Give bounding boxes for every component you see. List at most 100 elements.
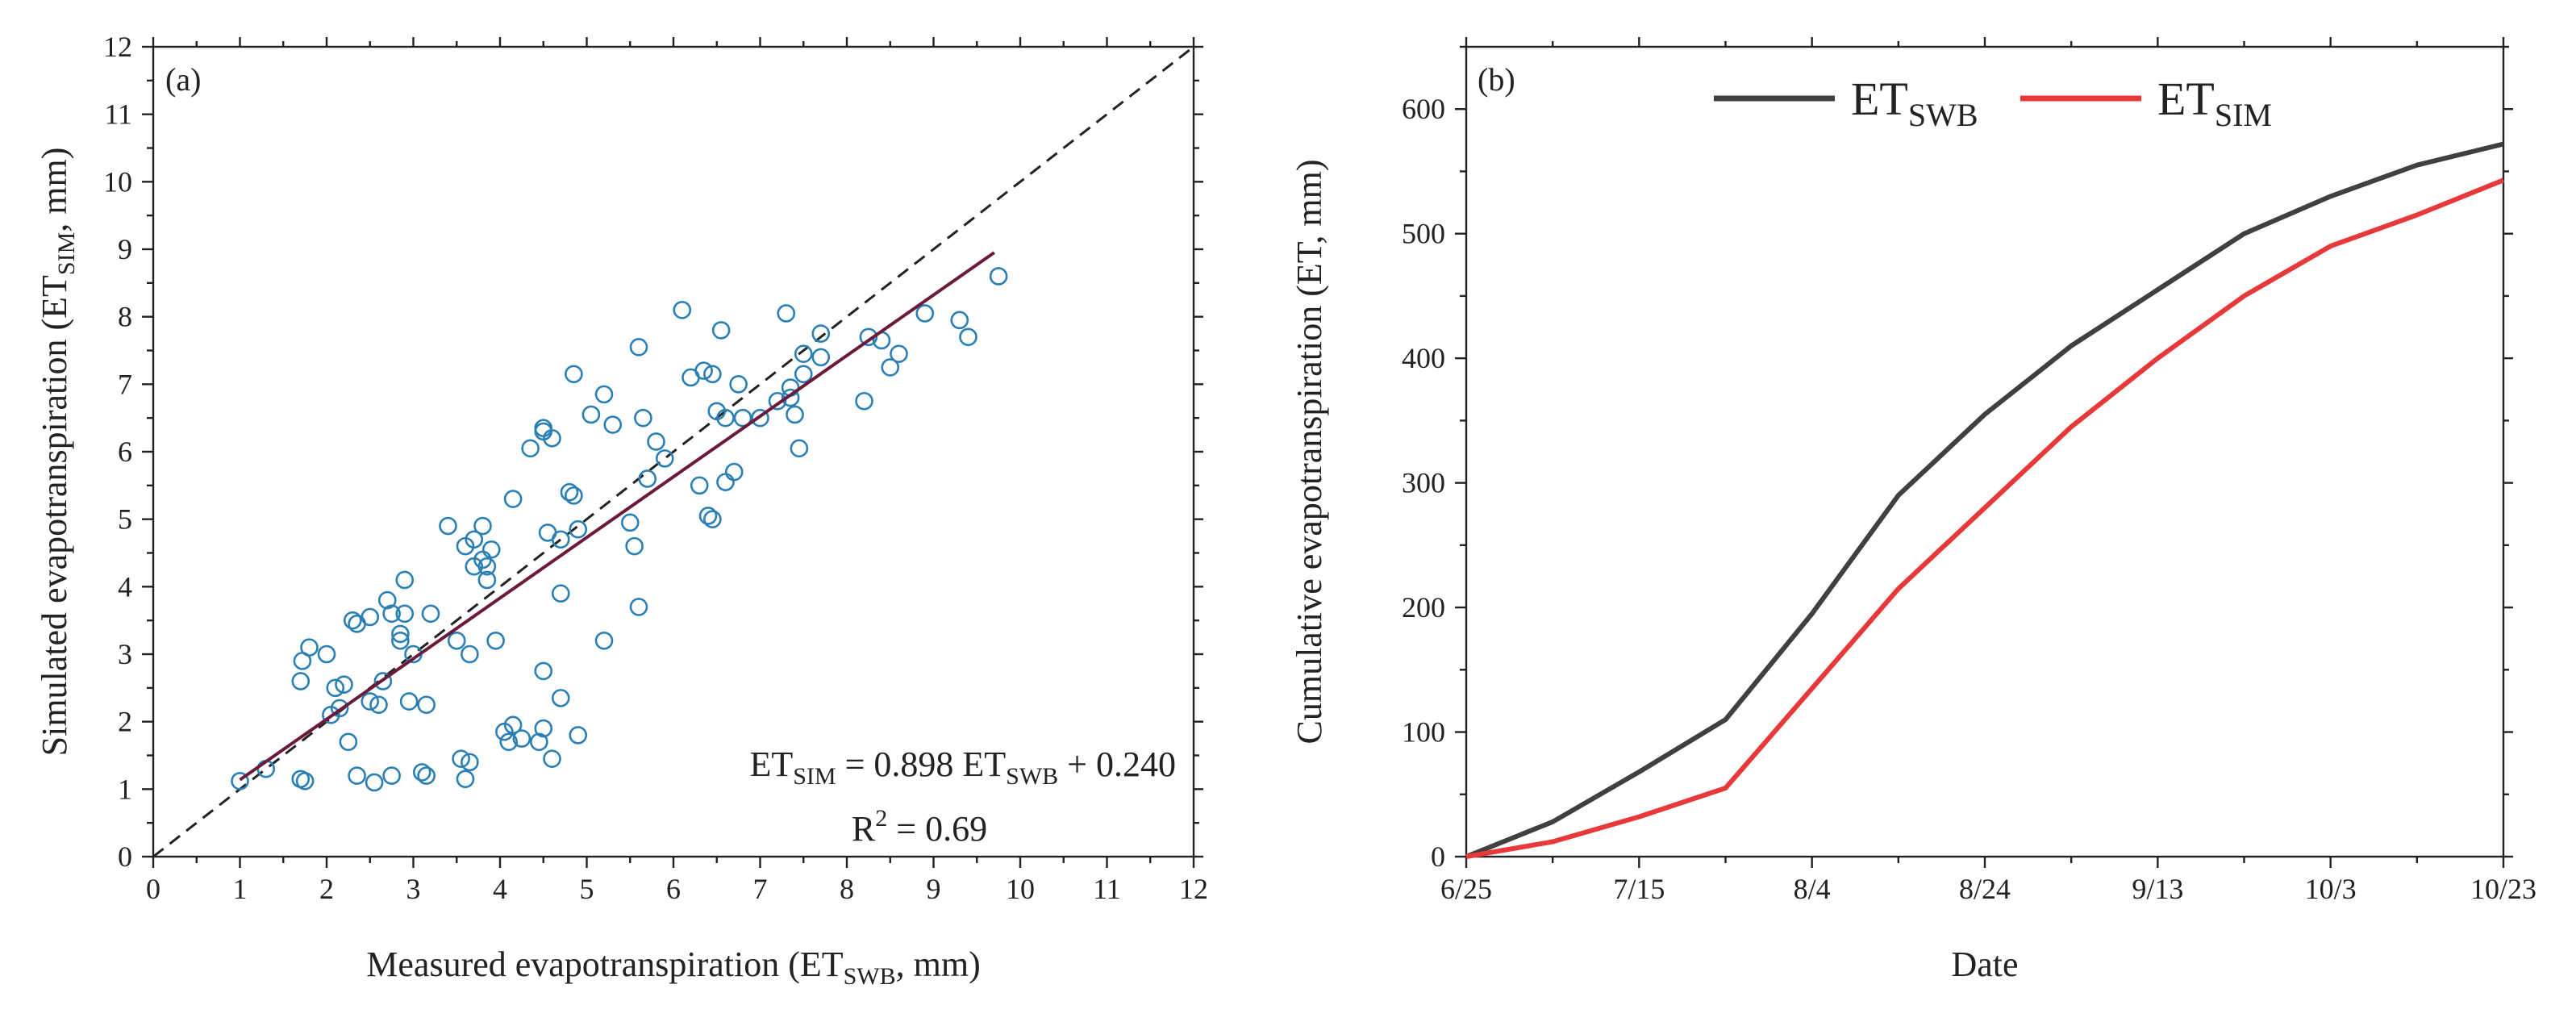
scatter-point bbox=[811, 324, 831, 343]
scatter-point bbox=[439, 516, 457, 536]
x-tick-label-a-11: 11 bbox=[1093, 873, 1121, 905]
y-tick-label-a-9: 9 bbox=[118, 233, 132, 265]
r2-part-1: R bbox=[852, 809, 876, 849]
y-tick-label-a-11: 11 bbox=[104, 98, 132, 131]
scatter-point bbox=[534, 661, 553, 681]
scatter-point bbox=[421, 604, 440, 624]
x-tick-label-b-5: 10/3 bbox=[2305, 873, 2357, 905]
line-ticks bbox=[1455, 37, 2513, 868]
scatter-point bbox=[521, 439, 540, 458]
scatter-point bbox=[716, 473, 735, 491]
y-tick-label-a-5: 5 bbox=[118, 503, 132, 536]
y-tick-label-a-3: 3 bbox=[118, 638, 132, 670]
panel-label-a: (a) bbox=[165, 61, 201, 98]
x-tick-label-a-10: 10 bbox=[1006, 873, 1035, 905]
scatter-point bbox=[629, 598, 648, 616]
y-tick-label-a-6: 6 bbox=[118, 436, 132, 468]
scatter-point bbox=[673, 300, 692, 319]
scatter-point bbox=[361, 692, 380, 711]
scatter-point bbox=[625, 536, 644, 556]
x-tick-label-a-9: 9 bbox=[927, 873, 941, 905]
y-axis-title-b: Cumulative evapotranspiration (ET, mm) bbox=[1290, 160, 1329, 745]
scatter-point bbox=[343, 611, 362, 630]
scatter-point bbox=[603, 415, 623, 434]
scatter-point bbox=[477, 570, 497, 590]
scatter-point bbox=[698, 507, 718, 525]
scatter-point bbox=[365, 773, 384, 792]
regression-line bbox=[239, 251, 995, 782]
y-title-a-end: , mm) bbox=[35, 148, 74, 232]
scatter-point bbox=[461, 753, 479, 772]
scatter-point bbox=[638, 469, 657, 488]
scatter-point bbox=[295, 771, 315, 790]
series-line-et-swb bbox=[1465, 141, 2504, 859]
x-tick-label-a-4: 4 bbox=[493, 873, 507, 905]
scatter-point bbox=[794, 344, 813, 363]
scatter-point bbox=[729, 375, 748, 394]
scatter-point bbox=[594, 631, 614, 650]
scatter-point bbox=[503, 715, 523, 735]
scatter-point bbox=[473, 516, 492, 536]
r2-part-2: = 0.69 bbox=[887, 809, 987, 849]
scatter-point bbox=[452, 749, 470, 768]
scatter-point bbox=[391, 631, 410, 650]
scatter-point bbox=[915, 304, 935, 323]
x-axis-title-a: Measured evapotranspiration (ETSWB, mm) bbox=[366, 945, 980, 990]
scatter-point bbox=[300, 638, 319, 657]
scatter-point bbox=[348, 766, 366, 785]
x-tick-label-b-1: 7/15 bbox=[1613, 873, 1665, 905]
scatter-point bbox=[551, 689, 570, 707]
scatter-point bbox=[959, 327, 977, 347]
scatter-point bbox=[399, 692, 419, 711]
scatter-point bbox=[447, 631, 466, 650]
scatter-point bbox=[634, 408, 652, 428]
scatter-point bbox=[581, 405, 601, 424]
scatter-point bbox=[711, 321, 731, 340]
scatter-point bbox=[512, 729, 531, 748]
scatter-point bbox=[560, 482, 579, 502]
x-tick-label-a-1: 1 bbox=[233, 873, 248, 905]
r2-superscript: 2 bbox=[875, 805, 887, 832]
scatter-point bbox=[231, 771, 249, 790]
y-tick-label-a-12: 12 bbox=[103, 31, 132, 63]
x-tick-label-a-6: 6 bbox=[666, 873, 681, 905]
r-squared-label: R2 = 0.69 bbox=[852, 805, 987, 849]
scatter-point bbox=[391, 624, 410, 644]
scatter-points bbox=[231, 267, 1008, 792]
legend-label-sim-sub: SIM bbox=[2215, 97, 2272, 133]
scatter-point bbox=[569, 726, 588, 745]
scatter-point bbox=[655, 449, 674, 468]
x-tick-label-b-2: 8/4 bbox=[1794, 873, 1831, 905]
legend: ETSWB ETSIM bbox=[1714, 73, 2272, 133]
scatter-point bbox=[716, 408, 735, 428]
y-title-a-sub: SIM bbox=[53, 232, 80, 275]
scatter-point bbox=[594, 385, 614, 404]
x-tick-label-a-8: 8 bbox=[840, 873, 854, 905]
scatter-point bbox=[694, 361, 713, 380]
scatter-point bbox=[733, 408, 752, 428]
scatter-point bbox=[620, 513, 640, 532]
scatter-point bbox=[486, 631, 505, 650]
x-tick-label-b-3: 8/24 bbox=[1959, 873, 2011, 905]
scatter-point bbox=[543, 749, 561, 768]
scatter-point bbox=[335, 675, 353, 694]
y-tick-label-b-1: 100 bbox=[1402, 716, 1445, 749]
scatter-point bbox=[465, 530, 484, 549]
scatter-point bbox=[339, 732, 358, 752]
scatter-point bbox=[751, 408, 769, 428]
scatter-point bbox=[382, 766, 401, 785]
scatter-point bbox=[503, 490, 523, 508]
y-tick-label-b-5: 500 bbox=[1402, 218, 1445, 250]
x-tick-label-a-5: 5 bbox=[580, 873, 594, 905]
scatter-point bbox=[412, 763, 431, 782]
scatter-point bbox=[382, 604, 401, 624]
scatter-point bbox=[395, 604, 415, 624]
x-tick-label-a-0: 0 bbox=[146, 873, 160, 905]
scatter-point bbox=[881, 358, 900, 377]
x-tick-label-a-2: 2 bbox=[319, 873, 334, 905]
scatter-point bbox=[477, 557, 497, 576]
x-tick-label-b-4: 9/13 bbox=[2132, 873, 2183, 905]
scatter-point bbox=[950, 311, 969, 330]
